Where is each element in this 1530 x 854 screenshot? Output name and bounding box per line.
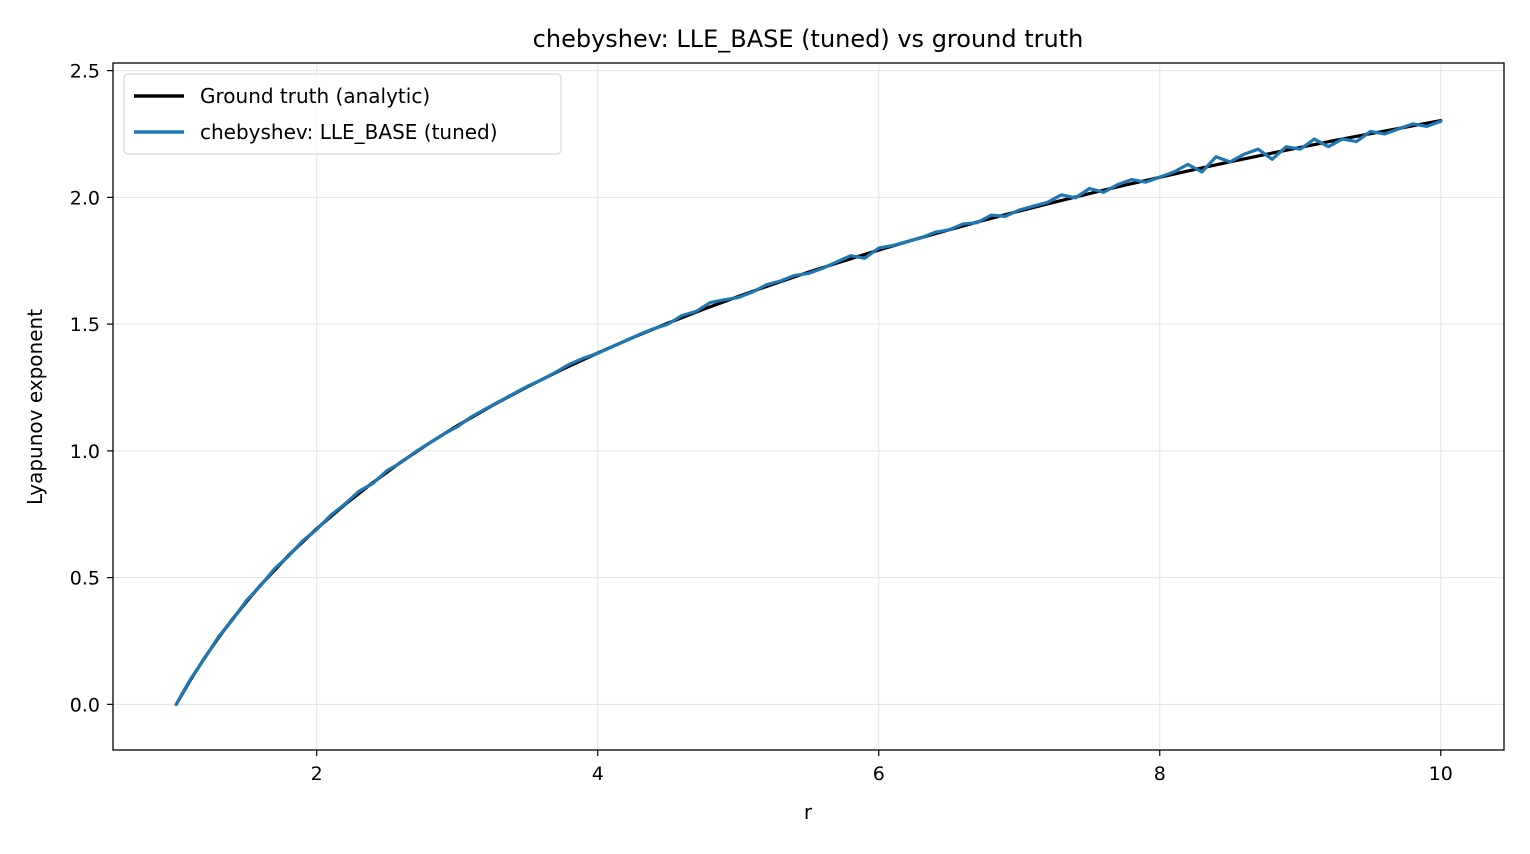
x-tick-label: 4 [592,763,604,785]
series-line-lle-base [174,119,1443,706]
tick-layer: 2 4 6 8 10 0.0 0.5 1.0 1.5 2.0 2.5 [70,61,1453,785]
y-tick-label: 0.5 [70,568,100,590]
y-tick-label: 1.5 [70,314,100,336]
grid-layer [113,63,1504,750]
x-tick-label: 2 [311,763,323,785]
legend-label-ground-truth: Ground truth (analytic) [200,84,430,108]
chart-title: chebyshev: LLE_BASE (tuned) vs ground tr… [533,25,1084,53]
y-axis-label: Lyapunov exponent [23,309,47,505]
legend-box [123,73,562,155]
y-tick-label: 2.5 [70,61,100,83]
y-tick-label: 0.0 [70,694,100,716]
x-tick-label: 8 [1154,763,1166,785]
legend: Ground truth (analytic) chebyshev: LLE_B… [123,73,562,155]
series-layer [174,118,1443,706]
x-tick-label: 10 [1429,763,1453,785]
x-tick-label: 6 [873,763,885,785]
y-tick-label: 2.0 [70,187,100,209]
y-tick-label: 1.0 [70,441,100,463]
x-axis-label: r [804,800,813,824]
plot-frame [112,62,1505,751]
legend-label-lle-base: chebyshev: LLE_BASE (tuned) [200,120,498,144]
